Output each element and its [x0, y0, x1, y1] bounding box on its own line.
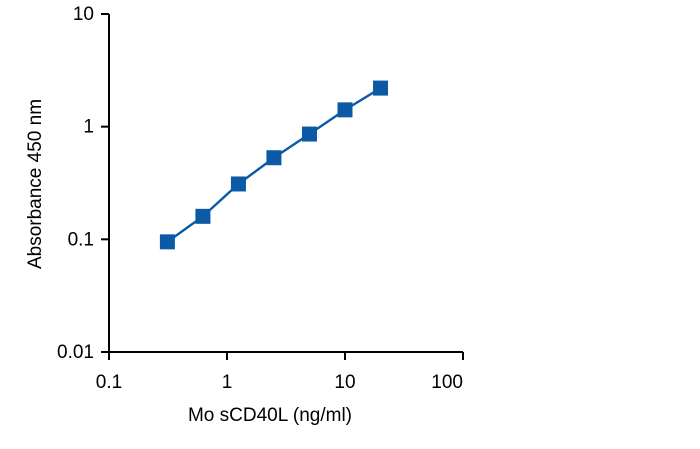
data-point	[266, 150, 282, 166]
y-tick-label: 10	[73, 4, 94, 25]
data-point	[337, 102, 353, 118]
data-point	[230, 176, 246, 192]
x-axis-label: Mo sCD40L (ng/ml)	[188, 405, 352, 426]
y-tick-label: 1	[83, 117, 94, 138]
x-tick-label: 10	[334, 372, 355, 393]
y-axis-label: Absorbance 450 nm	[25, 99, 46, 269]
data-point	[373, 80, 389, 96]
x-tick-label: 1	[222, 372, 233, 393]
y-tick-label: 0.01	[57, 342, 94, 363]
data-point	[195, 208, 211, 224]
data-point	[301, 126, 317, 142]
y-tick-label: 0.1	[68, 229, 94, 250]
series-layer	[159, 80, 389, 250]
data-point	[159, 234, 175, 250]
axes	[108, 14, 463, 353]
x-tick-label: 100	[431, 372, 463, 393]
x-tick-label: 0.1	[96, 372, 122, 393]
